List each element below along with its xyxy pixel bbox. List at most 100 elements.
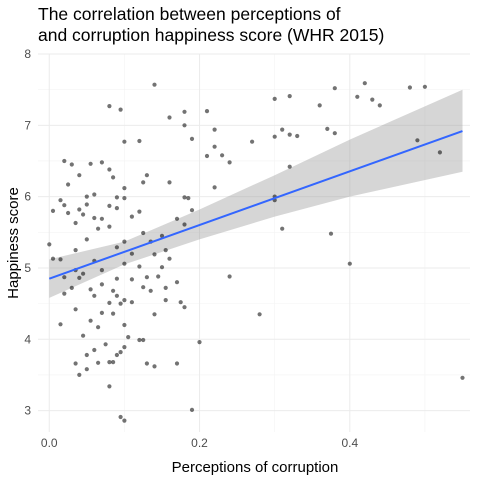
data-point <box>85 202 89 206</box>
data-point <box>100 160 104 164</box>
data-point <box>213 128 217 132</box>
data-point <box>152 364 156 368</box>
data-point <box>149 289 153 293</box>
data-point <box>137 139 141 143</box>
data-point <box>182 222 186 226</box>
data-point <box>119 108 123 112</box>
data-point <box>70 162 74 166</box>
data-point <box>355 95 359 99</box>
y-axis-label: Happiness score <box>5 187 22 299</box>
data-point <box>363 81 367 85</box>
chart-title-line-2: and corruption happiness score (WHR 2015… <box>38 25 384 45</box>
data-point <box>423 85 427 89</box>
data-point <box>250 140 254 144</box>
data-point <box>66 182 70 186</box>
data-point <box>58 322 62 326</box>
data-point <box>77 207 81 211</box>
data-point <box>160 265 164 269</box>
data-point <box>213 185 217 189</box>
y-tick-label: 7 <box>24 118 31 132</box>
data-point <box>408 85 412 89</box>
data-point <box>288 165 292 169</box>
data-point <box>325 127 329 131</box>
data-point <box>258 312 262 316</box>
data-point <box>280 128 284 132</box>
data-point <box>152 252 156 256</box>
data-point <box>141 338 145 342</box>
data-point <box>179 300 183 304</box>
data-point <box>85 195 89 199</box>
data-point <box>130 300 134 304</box>
data-point <box>92 216 96 220</box>
x-tick-label: 0.4 <box>341 436 358 450</box>
data-point <box>100 268 104 272</box>
data-point <box>107 225 111 229</box>
data-point <box>107 301 111 305</box>
data-point <box>130 252 134 256</box>
data-point <box>370 98 374 102</box>
data-point <box>62 275 66 279</box>
data-point <box>152 312 156 316</box>
y-tick-label: 5 <box>24 261 31 275</box>
data-point <box>96 227 100 231</box>
data-point <box>100 282 104 286</box>
y-tick-label: 3 <box>24 404 31 418</box>
data-point <box>70 286 74 290</box>
data-point <box>141 285 145 289</box>
data-point <box>145 173 149 177</box>
data-point <box>62 159 66 163</box>
data-point <box>197 340 201 344</box>
y-tick-label: 6 <box>24 190 31 204</box>
data-point <box>182 123 186 127</box>
data-point <box>107 384 111 388</box>
data-point <box>333 86 337 90</box>
data-point <box>318 103 322 107</box>
data-point <box>190 408 194 412</box>
data-point <box>47 242 51 246</box>
data-point <box>81 272 85 276</box>
y-tick-label: 8 <box>24 47 31 61</box>
data-point <box>122 186 126 190</box>
x-axis-ticks: 0.0 0.2 0.4 <box>41 436 359 450</box>
data-point <box>62 292 66 296</box>
data-point <box>96 361 100 365</box>
x-tick-label: 0.0 <box>41 436 58 450</box>
data-point <box>122 419 126 423</box>
data-point <box>228 274 232 278</box>
data-point <box>77 276 81 280</box>
data-point <box>62 203 66 207</box>
data-point <box>348 262 352 266</box>
data-point <box>81 212 85 216</box>
data-point <box>107 204 111 208</box>
data-point <box>167 115 171 119</box>
data-point <box>85 353 89 357</box>
data-point <box>122 323 126 327</box>
data-point <box>92 294 96 298</box>
data-point <box>145 275 149 279</box>
chart-title-line-1: The correlation between perceptions of <box>38 4 341 24</box>
data-point <box>115 277 119 281</box>
data-point <box>228 160 232 164</box>
data-point <box>145 361 149 365</box>
data-point <box>122 298 126 302</box>
data-point <box>77 373 81 377</box>
data-point <box>167 180 171 184</box>
data-point <box>182 195 186 199</box>
data-point <box>130 215 134 219</box>
data-point <box>182 110 186 114</box>
data-point <box>111 360 115 364</box>
data-point <box>186 196 190 200</box>
data-point <box>438 150 442 154</box>
x-tick-label: 0.2 <box>191 436 208 450</box>
data-point <box>51 257 55 261</box>
data-point <box>415 138 419 142</box>
data-point <box>273 135 277 139</box>
data-point <box>213 145 217 149</box>
data-point <box>74 361 78 365</box>
data-point <box>182 305 186 309</box>
data-point <box>333 131 337 135</box>
plot-panel <box>38 54 470 432</box>
data-point <box>74 307 78 311</box>
data-point <box>122 140 126 144</box>
data-point <box>164 286 168 290</box>
